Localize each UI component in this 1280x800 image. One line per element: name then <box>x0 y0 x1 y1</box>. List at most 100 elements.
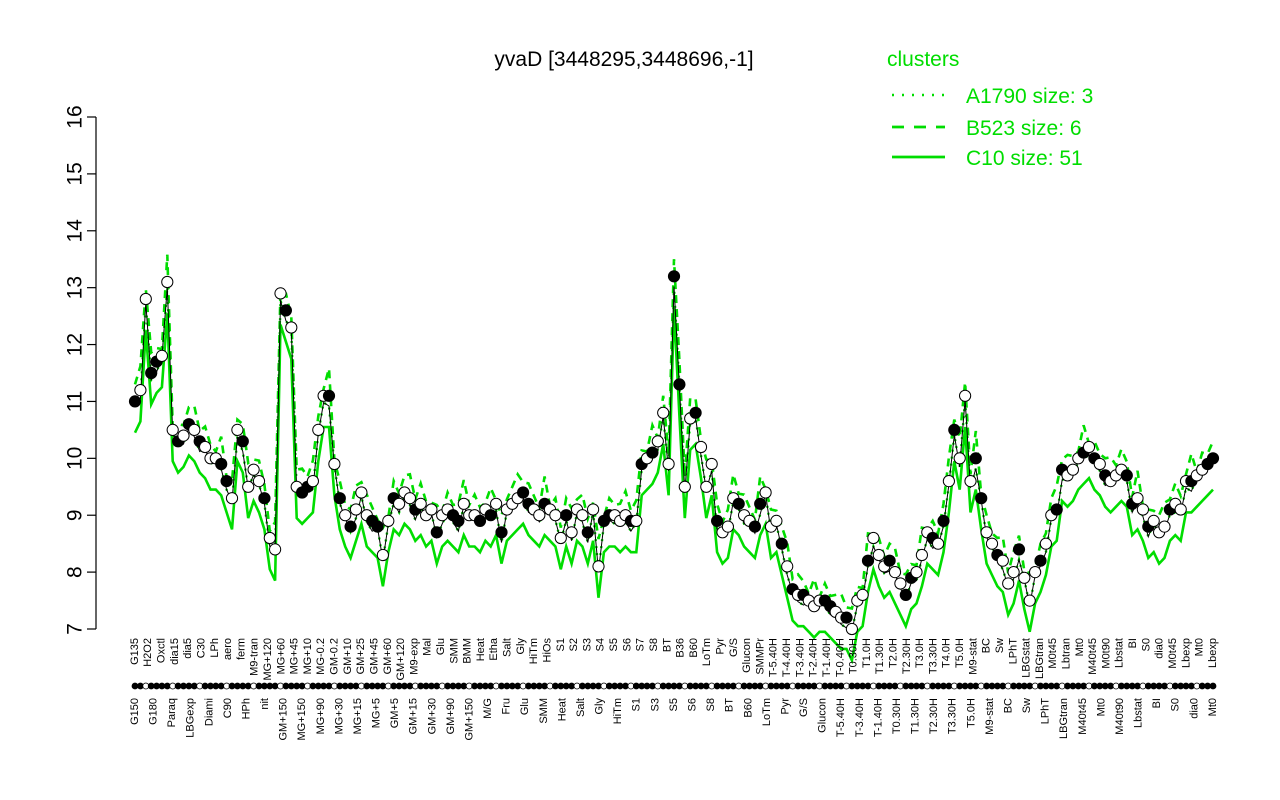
x-tick-label-upper: Lbexp <box>1207 638 1219 668</box>
connector-line <box>134 286 1214 632</box>
x-tick-label-lower: T3.30H <box>947 698 959 734</box>
data-point <box>667 270 681 283</box>
data-point <box>899 588 912 602</box>
x-tick-label-upper: BI <box>1127 638 1139 648</box>
x-tick-label-upper: G135 <box>129 638 141 665</box>
x-tick-label-upper: M9-stat <box>967 638 979 675</box>
x-tick-label-lower: Pyr <box>779 698 791 715</box>
x-tick-label-upper: SMM <box>448 638 460 664</box>
data-point <box>333 492 346 505</box>
series-lines <box>133 254 1215 665</box>
x-tick-label-lower: T0.30H <box>891 698 903 734</box>
x-tick-label-upper: BC <box>981 638 993 653</box>
x-tick-label-lower: GM+5 <box>389 698 401 728</box>
x-tick-label-upper: GM+45 <box>368 638 380 674</box>
x-tick-label-lower: GM+150 <box>463 698 475 741</box>
x-tick-label-lower: S5 <box>668 698 680 711</box>
x-tick-label-lower: M9-stat <box>984 698 996 735</box>
data-point <box>220 475 233 488</box>
data-point <box>867 531 880 545</box>
x-tick-label-upper: LoTm <box>701 638 713 666</box>
data-point <box>242 480 255 493</box>
y-tick-label: 16 <box>64 105 87 128</box>
data-point <box>1131 492 1144 505</box>
data-point <box>393 497 406 510</box>
x-tick-label-lower: Glucon <box>817 698 829 733</box>
x-tick-label-upper: S6 <box>621 638 633 651</box>
x-tick-label-upper: SMMPr <box>754 638 766 675</box>
x-tick-label-lower: LBGexp <box>185 698 197 738</box>
data-point <box>754 497 767 510</box>
x-tick-label-lower: BI <box>1151 698 1163 708</box>
data-point <box>775 537 788 550</box>
data-point <box>258 492 271 505</box>
data-point <box>495 526 508 539</box>
y-tick-label: 7 <box>64 623 87 635</box>
data-point <box>452 514 465 528</box>
y-tick-label: 12 <box>64 333 87 356</box>
x-tick-label-upper: M0t45 <box>1167 638 1179 669</box>
x-tick-label-upper: S7 <box>635 638 647 651</box>
x-tick-label-upper: T-0.40H <box>834 638 846 677</box>
data-point <box>845 622 859 636</box>
data-point <box>1023 594 1036 607</box>
data-point <box>980 526 993 539</box>
data-point <box>975 492 988 505</box>
data-point <box>554 531 567 545</box>
data-point <box>403 492 416 505</box>
data-point <box>1082 440 1096 454</box>
data-point <box>328 457 341 471</box>
data-point <box>263 531 276 545</box>
x-tick-label-upper: Mt0 <box>1194 638 1206 656</box>
x-tick-label-upper: S0 <box>1140 638 1152 651</box>
x-tick-label-lower: Gly <box>594 698 606 715</box>
data-point <box>312 423 325 436</box>
x-tick-label-upper: S1 <box>555 638 567 651</box>
x-tick-label-lower: Mt0 <box>1207 698 1219 716</box>
x-tick-label-upper: S4 <box>595 638 607 651</box>
x-tick-label-lower: MG+30 <box>333 698 345 734</box>
x-tick-label-upper: T1.0H <box>861 638 873 668</box>
data-point <box>430 526 443 539</box>
data-point <box>1206 452 1220 465</box>
x-tick-label-lower: GM+150 <box>278 698 290 741</box>
data-point <box>883 554 896 567</box>
data-point <box>425 503 438 516</box>
legend-label: B523 size: 6 <box>966 117 1082 140</box>
data-point <box>1147 514 1160 528</box>
x-tick-label-lower: nit <box>259 698 271 710</box>
data-point <box>161 275 174 289</box>
x-tick-label-lower: T5.0H <box>965 698 977 728</box>
data-point <box>1029 566 1042 579</box>
x-tick-label-upper: M0t45 <box>1047 638 1059 669</box>
x-tick-label-lower: dia0 <box>1188 698 1200 719</box>
data-point <box>285 321 298 334</box>
legend: clusters A1790 size: 3 B523 size: 6 C10 si… <box>887 48 1093 170</box>
data-point <box>937 514 950 528</box>
data-point <box>215 457 228 471</box>
data-point <box>339 509 352 522</box>
x-tick-label-lower: T-3.40H <box>854 698 866 737</box>
data-point <box>1034 554 1047 567</box>
x-tick-label-lower: BT <box>724 698 736 712</box>
x-tick-label-upper: Lbexp <box>1180 638 1192 668</box>
data-point <box>969 452 982 465</box>
data-point <box>517 486 530 499</box>
x-tick-label-upper: MG+10 <box>302 638 314 674</box>
data-point <box>565 526 578 539</box>
x-tick-label-upper: M40t45 <box>1087 638 1099 675</box>
x-tick-label-upper: T5.0H <box>954 638 966 668</box>
data-point <box>549 509 562 522</box>
data-point <box>1050 503 1063 516</box>
data-point <box>700 480 713 493</box>
data-point <box>781 560 794 573</box>
data-point <box>910 566 923 579</box>
x-tick-label-upper: MG+60 <box>275 638 287 674</box>
data-point <box>473 514 487 528</box>
data-point <box>662 457 675 471</box>
x-tick-label-upper: Glucon <box>741 638 753 673</box>
data-point <box>344 520 357 533</box>
x-tick-label-lower: M/G <box>482 698 494 719</box>
data-point <box>128 395 142 408</box>
data-point <box>694 440 708 454</box>
